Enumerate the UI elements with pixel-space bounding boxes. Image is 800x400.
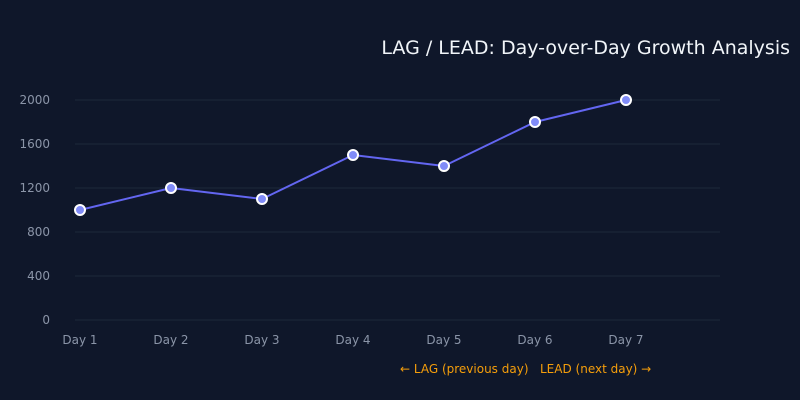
x-axis-ticks: Day 1 Day 2 Day 3 Day 4 Day 5 Day 6 Day 7 [62,333,643,347]
data-point [438,160,450,172]
y-tick-label: 400 [27,269,50,283]
x-tick-label: Day 6 [517,333,552,347]
x-tick-label: Day 2 [153,333,188,347]
chart-title: LAG / LEAD: Day-over-Day Growth Analysis [381,37,790,59]
x-tick-label: Day 5 [426,333,461,347]
y-tick-label: 1200 [19,181,50,195]
series-group [74,94,632,216]
y-tick-label: 2000 [19,93,50,107]
y-tick-label: 1600 [19,137,50,151]
data-point [74,204,86,216]
data-point [256,193,268,205]
data-point [165,182,177,194]
lead-annotation: LEAD (next day) → [540,362,651,376]
x-tick-label: Day 1 [62,333,97,347]
y-tick-label: 800 [27,225,50,239]
y-axis-ticks: 0 400 800 1200 1600 2000 [19,93,50,327]
x-tick-label: Day 4 [335,333,370,347]
x-tick-label: Day 7 [608,333,643,347]
lag-annotation: ← LAG (previous day) [400,362,529,376]
data-point [347,149,359,161]
y-tick-label: 0 [42,313,50,327]
data-point [529,116,541,128]
data-point [620,94,632,106]
x-tick-label: Day 3 [244,333,279,347]
grid-lines [75,99,720,321]
